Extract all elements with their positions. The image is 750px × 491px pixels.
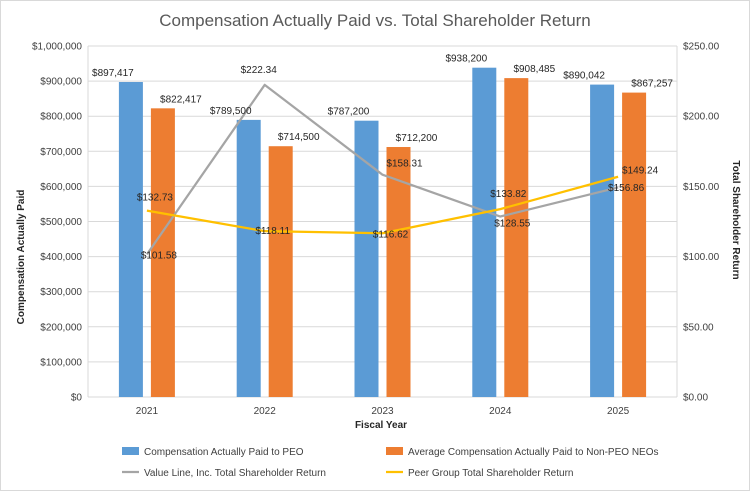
- y-left-tick-label: $500,000: [40, 217, 82, 228]
- bar-data-label: $712,200: [396, 133, 438, 144]
- line-data-label: $101.58: [141, 250, 178, 261]
- bar-data-label: $714,500: [278, 132, 320, 143]
- legend: Compensation Actually Paid to PEO Average…: [122, 447, 659, 479]
- chart-title: Compensation Actually Paid vs. Total Sha…: [159, 11, 591, 30]
- line-data-label: $149.24: [622, 165, 659, 176]
- x-tick-label: 2021: [136, 406, 159, 417]
- legend-label: Peer Group Total Shareholder Return: [408, 468, 573, 479]
- y-right-tick-label: $50.00: [683, 322, 714, 333]
- y-left-tick-label: $0: [71, 393, 83, 404]
- bar-peo: [590, 85, 614, 397]
- y-left-tick-label: $700,000: [40, 147, 82, 158]
- line-data-label: $132.73: [137, 193, 174, 204]
- y-left-tick-label: $800,000: [40, 112, 82, 123]
- bar-peo: [119, 82, 143, 397]
- line-data-label: $222.34: [241, 65, 278, 76]
- bar-data-label: $897,417: [92, 68, 134, 79]
- y-axis-left-title: Compensation Actually Paid: [16, 190, 27, 325]
- chart-svg: Compensation Actually Paid vs. Total Sha…: [0, 0, 750, 491]
- y-axis-right-title: Total Shareholder Return: [730, 160, 741, 279]
- x-tick-label: 2023: [371, 406, 394, 417]
- legend-label: Compensation Actually Paid to PEO: [144, 447, 304, 458]
- line-data-label: $156.86: [608, 183, 645, 194]
- y-left-tick-label: $400,000: [40, 252, 82, 263]
- line-data-label: $133.82: [490, 189, 527, 200]
- legend-swatch: [386, 447, 403, 455]
- bar-peo: [472, 68, 496, 397]
- x-tick-label: 2025: [607, 406, 630, 417]
- y-right-tick-label: $250.00: [683, 42, 720, 53]
- y-left-tick-label: $900,000: [40, 77, 82, 88]
- bar-neo: [269, 146, 293, 397]
- line-data-label: $128.55: [494, 219, 531, 230]
- y-left-tick-label: $600,000: [40, 182, 82, 193]
- line-data-label: $118.11: [255, 226, 290, 237]
- y-right-tick-label: $200.00: [683, 112, 720, 123]
- bar-neo: [622, 93, 646, 397]
- legend-label: Average Compensation Actually Paid to No…: [408, 447, 659, 458]
- legend-label: Value Line, Inc. Total Shareholder Retur…: [144, 468, 326, 479]
- bar-data-label: $822,417: [160, 94, 202, 105]
- bar-data-label: $890,042: [563, 71, 605, 82]
- bar-data-label: $908,485: [513, 64, 555, 75]
- x-axis-title: Fiscal Year: [355, 420, 407, 431]
- line-data-label: $116.62: [373, 229, 409, 240]
- bar-data-label: $867,257: [631, 79, 673, 90]
- y-left-tick-label: $100,000: [40, 357, 82, 368]
- bar-neo: [504, 78, 528, 397]
- y-left-tick-label: $1,000,000: [32, 42, 82, 53]
- line-data-label: $158.31: [386, 159, 423, 170]
- x-tick-label: 2022: [254, 406, 277, 417]
- y-right-tick-label: $100.00: [683, 252, 720, 263]
- data-labels-group: $897,417 $789,500 $787,200 $938,200 $890,042…: [92, 54, 673, 262]
- y-right-tick-label: $0.00: [683, 393, 708, 404]
- y-left-tick-label: $300,000: [40, 287, 82, 298]
- y-right-tick-label: $150.00: [683, 182, 720, 193]
- legend-swatch: [122, 447, 139, 455]
- bar-data-label: $938,200: [445, 54, 487, 65]
- bar-peo: [237, 120, 261, 397]
- x-tick-label: 2024: [489, 406, 512, 417]
- bar-data-label: $789,500: [210, 106, 252, 117]
- bar-data-label: $787,200: [328, 107, 370, 118]
- y-left-tick-label: $200,000: [40, 322, 82, 333]
